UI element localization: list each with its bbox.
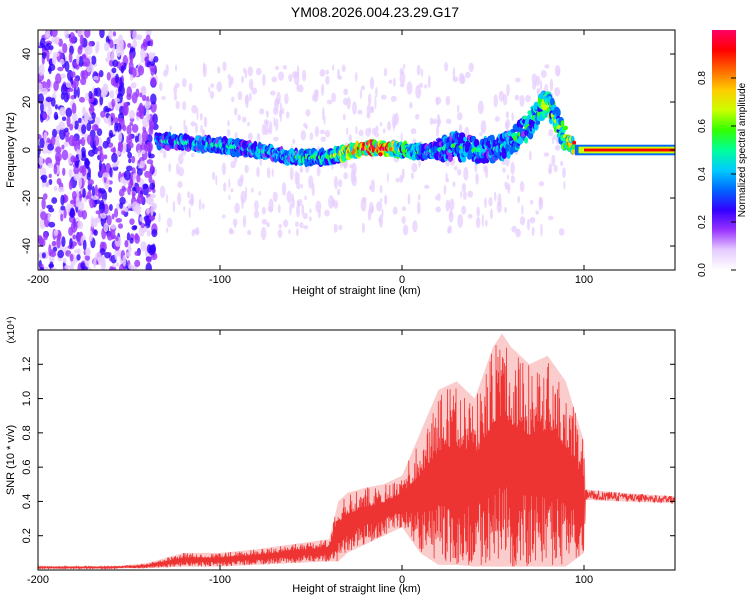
colorbar-tick-label: 0.8: [697, 71, 708, 85]
y-tick-label: -40: [21, 238, 33, 254]
snr-y-axis: 0.2 0.4 0.6 0.8 1.0 1.2: [21, 357, 675, 543]
x-tick-label: -200: [27, 274, 49, 286]
snr-x-axis-label: Height of straight line (km): [292, 583, 420, 595]
snr-x-axis: -200 -100 0 100: [27, 330, 593, 586]
spectral-ridge: [154, 90, 675, 168]
y-tick-label: 40: [21, 48, 33, 60]
colorbar-tick-label: 0.2: [697, 215, 708, 229]
y-tick-label: 1.0: [21, 391, 33, 406]
y-tick-label: 0.6: [21, 459, 33, 474]
spectrogram-x-axis: -200 -100 0 100: [27, 30, 593, 286]
x-tick-label: 0: [399, 574, 405, 586]
colorbar-scale: [712, 30, 736, 270]
x-tick-label: -100: [209, 274, 231, 286]
figure-title: YM08.2026.004.23.29.G17: [291, 4, 459, 20]
colorbar-tick-label: 0.0: [697, 263, 708, 277]
colorbar-label: Normalized spectral amplitude: [737, 82, 748, 217]
snr-panel: -200 -100 0 100 0.2 0.4 0.6 0.8 1.0 1.2 Height o…: [5, 316, 676, 595]
x-tick-label: 0: [399, 274, 405, 286]
snr-y-multiplier: (x10⁴): [6, 316, 17, 343]
snr-series-line: [38, 345, 675, 570]
y-tick-label: 0.4: [21, 494, 33, 509]
x-tick-label: -200: [27, 574, 49, 586]
colorbar-ticks: 0.0 0.2 0.4 0.6 0.8: [697, 71, 736, 277]
y-tick-label: 0.8: [21, 425, 33, 440]
spectrogram-y-axis: -40 -20 0 20 40: [21, 48, 675, 254]
y-tick-label: 0: [21, 147, 33, 153]
snr-y-axis-label: SNR (10 * v/v): [5, 425, 17, 495]
spectrogram-y-axis-label: Frequency (Hz): [5, 112, 17, 188]
snr-plot-frame: [37, 329, 676, 571]
y-tick-label: 20: [21, 96, 33, 108]
x-tick-label: -100: [209, 574, 231, 586]
y-tick-label: 1.2: [21, 357, 33, 372]
colorbar-tick-label: 0.4: [697, 167, 708, 181]
y-tick-label: -20: [21, 190, 33, 206]
spectrogram-x-axis-label: Height of straight line (km): [292, 285, 420, 297]
y-tick-label: 0.2: [21, 528, 33, 543]
x-tick-label: 100: [575, 274, 593, 286]
colorbar-tick-label: 0.6: [697, 119, 708, 133]
ridge-tail-core: [584, 148, 675, 152]
x-tick-label: 100: [575, 574, 593, 586]
colorbar: 0.0 0.2 0.4 0.6 0.8 Normalized spectral ampl…: [697, 30, 748, 277]
